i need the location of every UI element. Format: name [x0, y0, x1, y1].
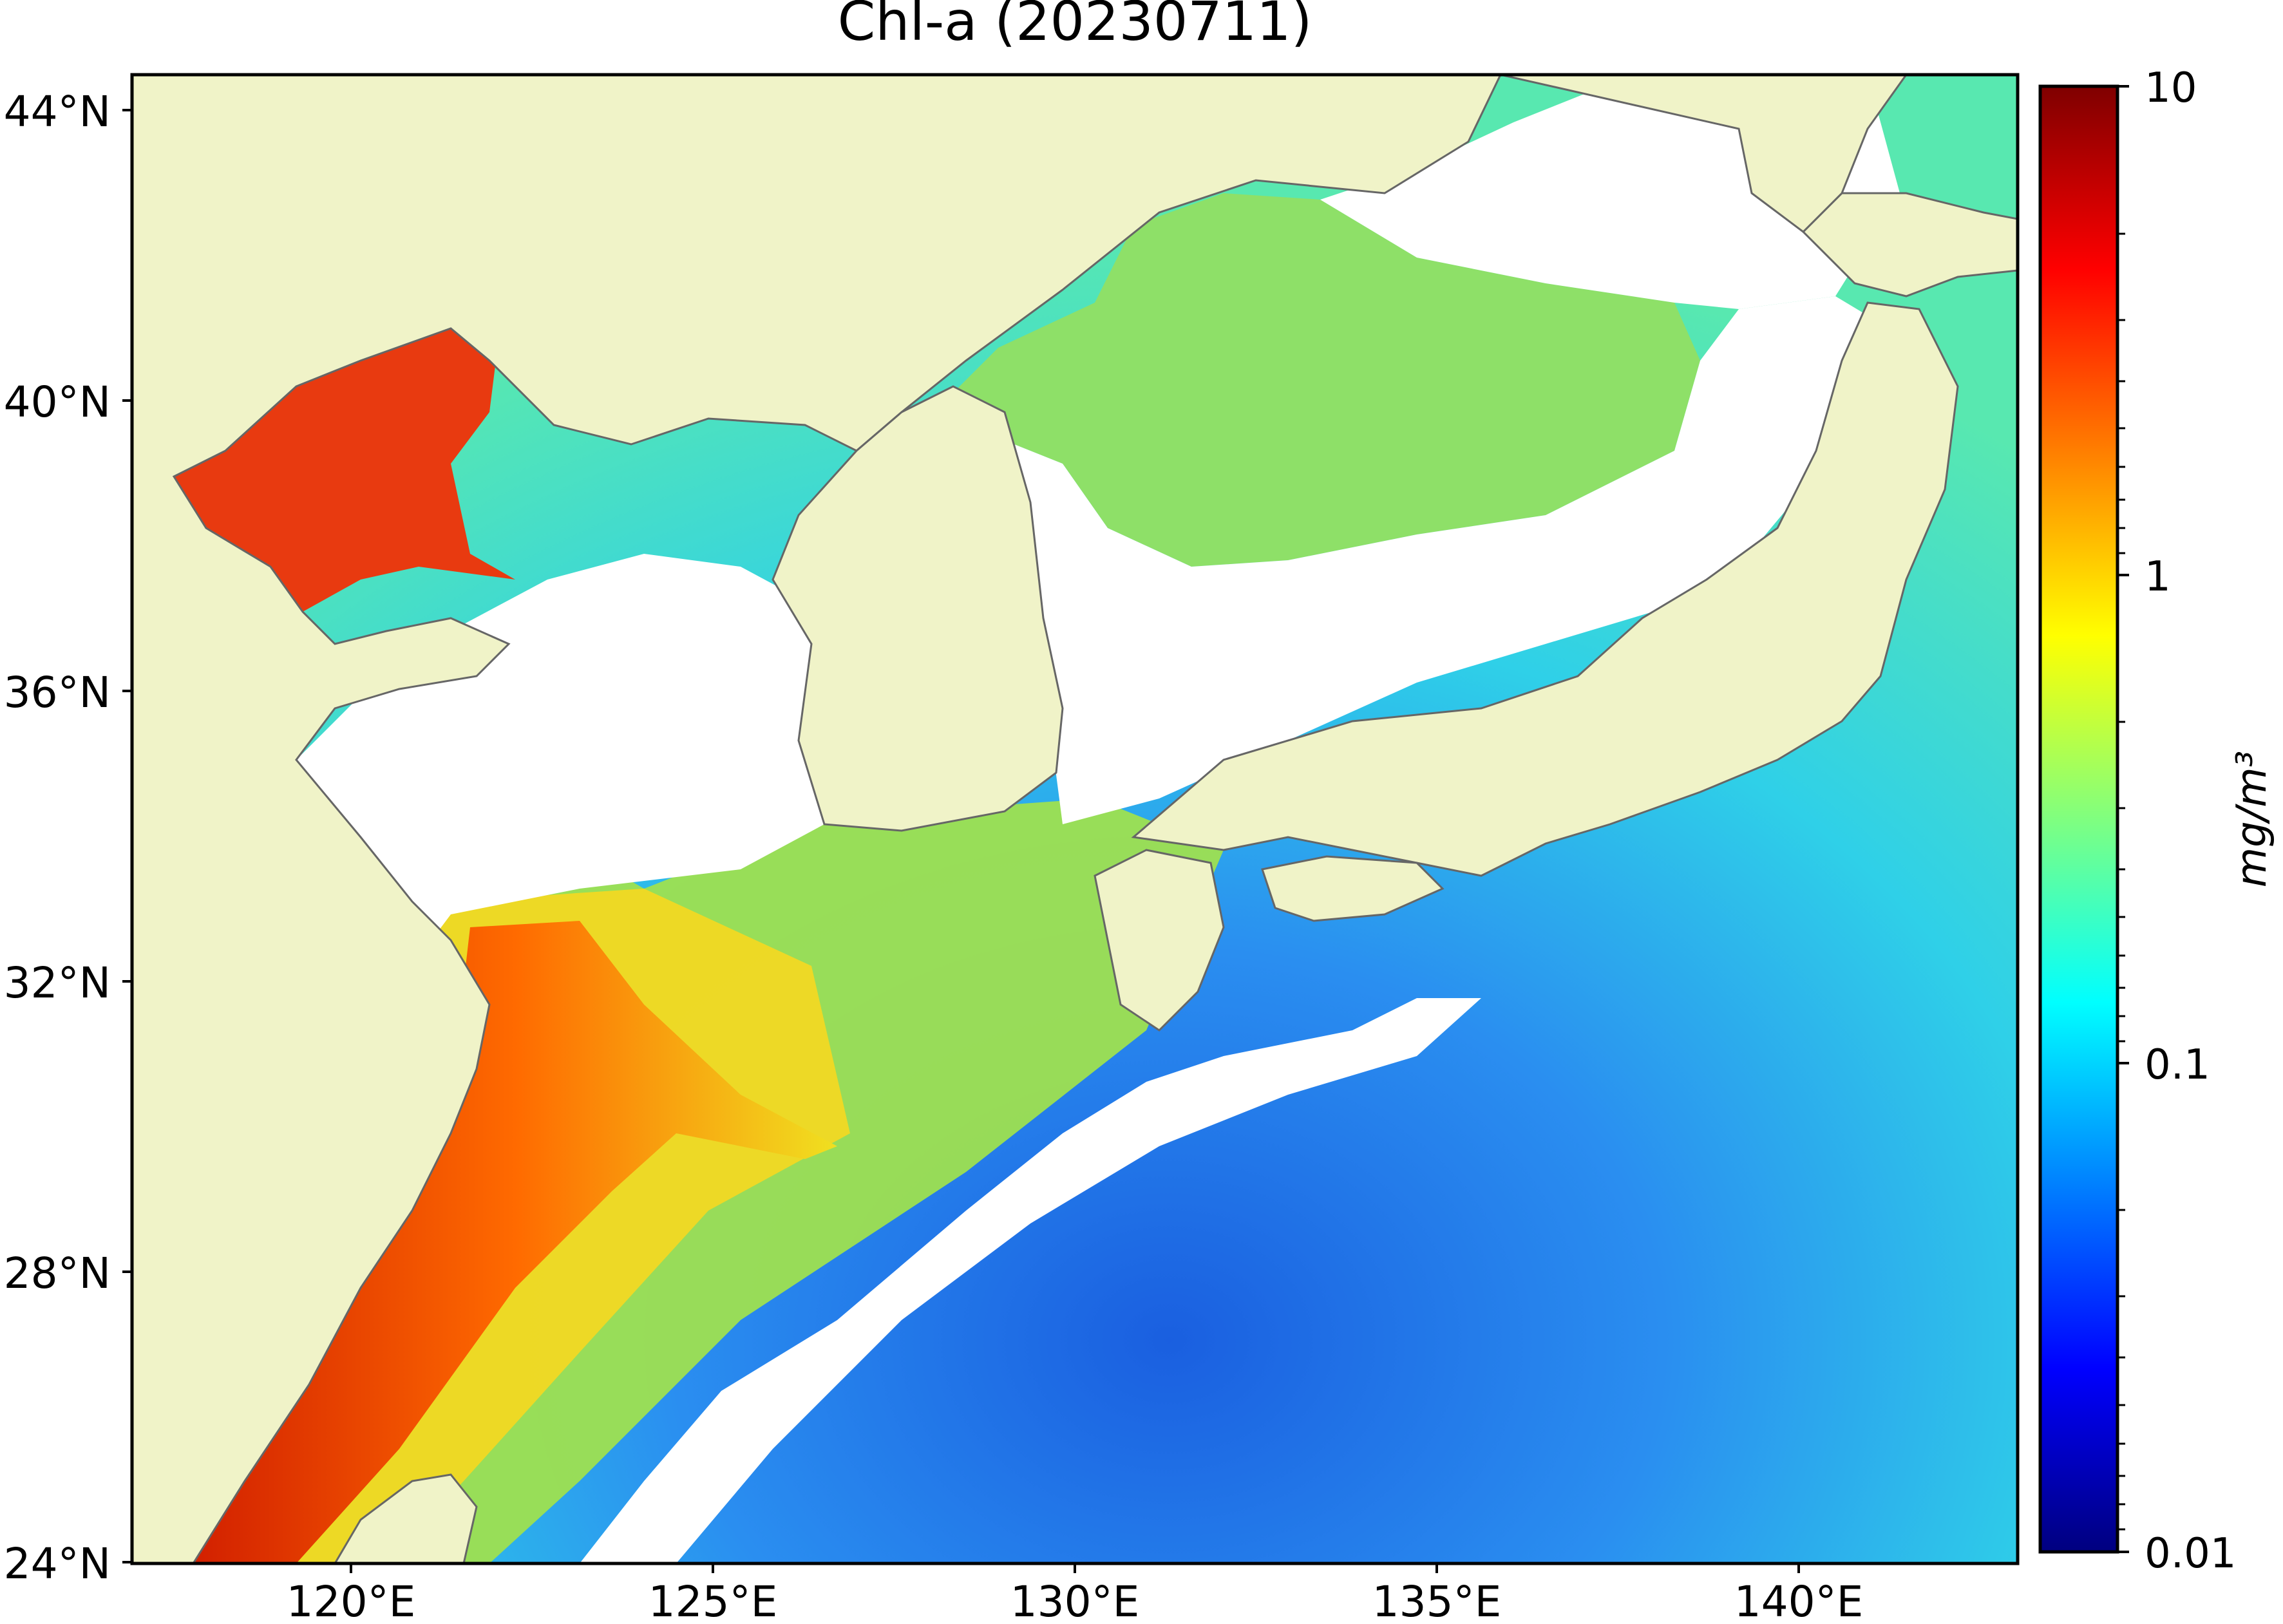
lat-label-28: 28°N [4, 1249, 111, 1298]
lon-label-135: 135°E [1372, 1577, 1502, 1624]
russia-coast [1500, 75, 1908, 233]
lat-label-24: 24°N [4, 1539, 111, 1589]
map-area [132, 75, 2018, 1563]
colorbar: 10 1 0.1 0.01 [2038, 64, 2276, 1578]
lat-label-32: 32°N [4, 958, 111, 1008]
longitude-axis: 120°E 125°E 130°E 135°E 140°E [287, 1563, 1864, 1624]
bohai-bloom [174, 328, 515, 612]
japan-kyushu [1094, 849, 1225, 1032]
lat-label-40: 40°N [4, 377, 111, 427]
lon-label-130: 130°E [1010, 1577, 1140, 1624]
japan-hokkaido [1801, 192, 2018, 297]
lon-label-125: 125°E [649, 1577, 778, 1624]
colorbar-unit-label: mg/m³ [2228, 751, 2276, 888]
no-data-cloud-east-china [580, 998, 1481, 1563]
map-title: Chl-a (20230711) [838, 0, 1312, 53]
japan-sea-chlorophyll [934, 193, 1700, 567]
japan-honshu [1131, 301, 1959, 877]
lat-label-44: 44°N [4, 87, 111, 137]
china-mainland [132, 75, 1502, 1563]
changjiang-plume [193, 921, 837, 1563]
colorbar-minor-ticks [2117, 232, 2125, 1531]
colorbar-label-0.1: 0.1 [2145, 1041, 2210, 1089]
japan-shikoku [1261, 855, 1445, 922]
lat-label-36: 36°N [4, 668, 111, 717]
colorbar-label-1: 1 [2145, 553, 2171, 601]
no-data-cloud-korea-japan [902, 296, 1900, 824]
lon-label-140: 140°E [1734, 1577, 1864, 1624]
latitude-axis: 44°N 40°N 36°N 32°N 28°N 24°N [4, 87, 132, 1589]
korean-peninsula [772, 385, 1064, 832]
colorbar-gradient [2038, 84, 2119, 1554]
taiwan [334, 1473, 478, 1563]
colorbar-label-0.01: 0.01 [2145, 1530, 2237, 1578]
lon-label-120: 120°E [287, 1577, 416, 1624]
colorbar-label-10: 10 [2145, 64, 2197, 112]
